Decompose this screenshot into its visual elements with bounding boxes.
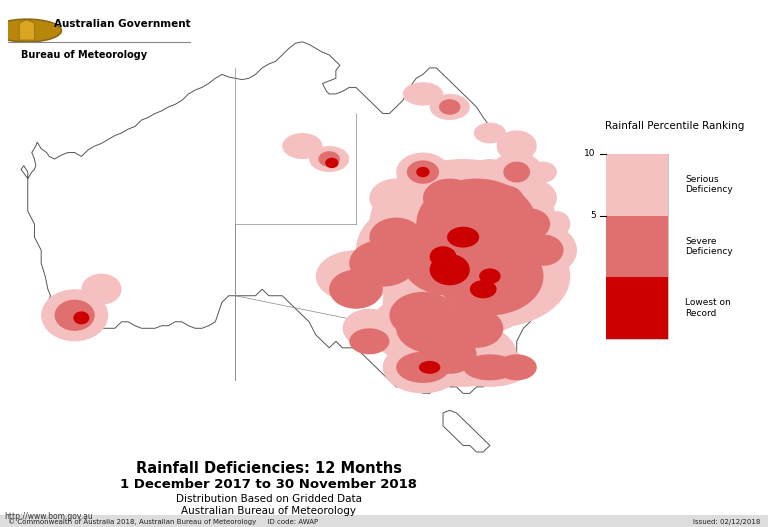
Ellipse shape [429, 246, 456, 267]
Text: Australian Government: Australian Government [54, 19, 190, 29]
Ellipse shape [490, 152, 544, 192]
Ellipse shape [524, 235, 564, 266]
Ellipse shape [474, 123, 506, 143]
Ellipse shape [325, 158, 339, 168]
Ellipse shape [369, 179, 423, 218]
Ellipse shape [497, 354, 537, 380]
Ellipse shape [423, 270, 530, 335]
Bar [606, 154, 668, 339]
Ellipse shape [349, 328, 389, 354]
Ellipse shape [419, 361, 440, 374]
Ellipse shape [503, 179, 557, 218]
Ellipse shape [530, 162, 557, 182]
Ellipse shape [396, 302, 476, 354]
Text: 5: 5 [590, 211, 596, 220]
Text: Severe
Deficiency: Severe Deficiency [685, 237, 733, 256]
Ellipse shape [389, 292, 456, 339]
Ellipse shape [382, 270, 463, 335]
Ellipse shape [447, 227, 479, 248]
Ellipse shape [470, 280, 497, 298]
Ellipse shape [429, 254, 470, 285]
Ellipse shape [309, 146, 349, 172]
Ellipse shape [423, 179, 476, 218]
Ellipse shape [403, 82, 443, 105]
Ellipse shape [497, 130, 537, 162]
Text: Distribution Based on Gridded Data: Distribution Based on Gridded Data [176, 494, 362, 504]
Ellipse shape [416, 179, 537, 270]
Bar [606, 154, 668, 216]
Ellipse shape [81, 274, 121, 305]
Ellipse shape [423, 335, 476, 374]
Text: © Commonwealth of Australia 2018, Australian Bureau of Meteorology     ID code: : © Commonwealth of Australia 2018, Austra… [8, 519, 318, 525]
Ellipse shape [389, 224, 456, 276]
Ellipse shape [463, 354, 517, 380]
Text: Serious
Deficiency: Serious Deficiency [685, 175, 733, 194]
Text: Australian Bureau of Meteorology: Australian Bureau of Meteorology [181, 506, 356, 516]
Ellipse shape [73, 311, 89, 325]
Ellipse shape [510, 224, 577, 276]
Ellipse shape [403, 231, 497, 296]
Ellipse shape [409, 224, 571, 328]
Ellipse shape [470, 159, 510, 185]
Text: http://www.bom.gov.au: http://www.bom.gov.au [4, 512, 93, 521]
Ellipse shape [283, 133, 323, 159]
Ellipse shape [356, 204, 463, 296]
Ellipse shape [470, 172, 537, 224]
Bar [606, 277, 668, 339]
Ellipse shape [369, 159, 557, 289]
Ellipse shape [479, 268, 501, 284]
Circle shape [0, 19, 61, 42]
Text: 10: 10 [584, 149, 596, 159]
Ellipse shape [503, 162, 530, 182]
Ellipse shape [450, 263, 530, 315]
Text: Rainfall Percentile Ranking: Rainfall Percentile Ranking [605, 121, 744, 131]
Ellipse shape [369, 289, 503, 367]
Ellipse shape [369, 218, 423, 257]
Ellipse shape [319, 151, 340, 167]
Ellipse shape [396, 152, 450, 192]
Text: Rainfall Deficiencies: 12 Months: Rainfall Deficiencies: 12 Months [136, 461, 402, 476]
Ellipse shape [483, 185, 524, 211]
Polygon shape [443, 411, 490, 452]
Polygon shape [19, 20, 35, 40]
Ellipse shape [409, 322, 517, 387]
Ellipse shape [396, 352, 450, 383]
Ellipse shape [396, 198, 503, 276]
Bar [606, 216, 668, 277]
Text: Bureau of Meteorology: Bureau of Meteorology [22, 50, 147, 60]
Text: 1 December 2017 to 30 November 2018: 1 December 2017 to 30 November 2018 [121, 478, 417, 491]
Ellipse shape [450, 309, 503, 348]
Ellipse shape [416, 167, 429, 177]
Polygon shape [21, 42, 564, 393]
Ellipse shape [510, 209, 550, 240]
Ellipse shape [349, 240, 416, 287]
Ellipse shape [329, 270, 382, 309]
Text: Issued: 02/12/2018: Issued: 02/12/2018 [693, 519, 760, 525]
Ellipse shape [450, 348, 530, 387]
Ellipse shape [436, 237, 544, 315]
Ellipse shape [429, 94, 470, 120]
Ellipse shape [544, 211, 571, 237]
Ellipse shape [55, 300, 94, 331]
Ellipse shape [41, 289, 108, 341]
Ellipse shape [382, 341, 463, 393]
Text: Lowest on
Record: Lowest on Record [685, 298, 731, 318]
Ellipse shape [407, 160, 439, 184]
Ellipse shape [343, 309, 396, 348]
Ellipse shape [439, 99, 461, 115]
Ellipse shape [316, 250, 396, 302]
